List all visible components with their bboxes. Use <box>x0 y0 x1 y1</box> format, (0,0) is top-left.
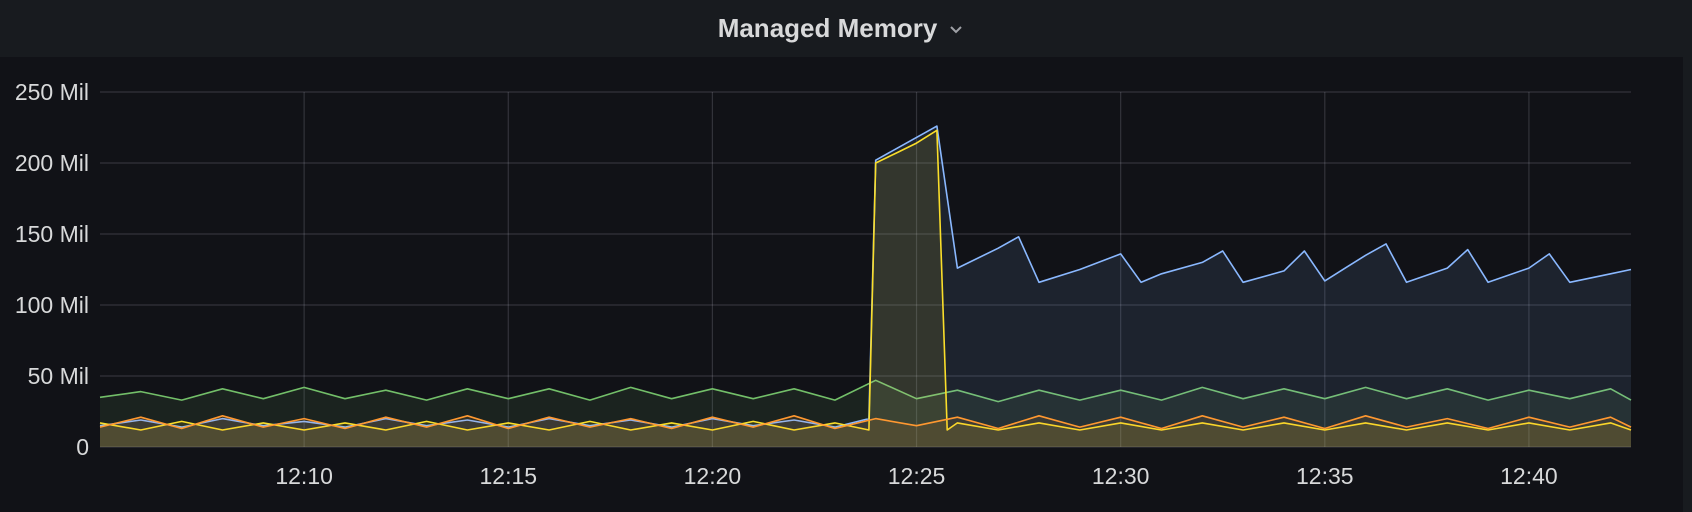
x-tick-label: 12:40 <box>1500 463 1558 489</box>
x-tick-label: 12:20 <box>684 463 742 489</box>
x-tick-label: 12:25 <box>888 463 946 489</box>
chevron-down-icon[interactable] <box>947 20 965 38</box>
x-tick-label: 12:10 <box>275 463 333 489</box>
y-tick-label: 250 Mil <box>15 79 89 105</box>
x-tick-label: 12:30 <box>1092 463 1150 489</box>
series-line-3 <box>99 415 1632 430</box>
y-tick-label: 100 Mil <box>15 292 89 318</box>
y-tick-label: 150 Mil <box>15 221 89 247</box>
series-line-0 <box>99 379 1632 403</box>
x-tick-label: 12:35 <box>1296 463 1354 489</box>
series-area-1 <box>100 126 1631 447</box>
panel-header[interactable]: Managed Memory <box>0 0 1683 57</box>
series-line-2 <box>99 129 1632 431</box>
panel-title[interactable]: Managed Memory <box>717 13 938 43</box>
y-tick-label: 200 Mil <box>15 150 89 176</box>
chart-area: 0 50 Mil 100 Mil 150 Mil 200 Mil 250 Mil 12:10… <box>15 79 1632 489</box>
series-area-0 <box>100 380 1631 447</box>
y-tick-label: 0 <box>76 434 89 460</box>
series-area-3 <box>100 415 1631 447</box>
y-tick-label: 50 Mil <box>28 363 89 389</box>
x-tick-label: 12:15 <box>479 463 537 489</box>
panel-border <box>1683 0 1692 512</box>
